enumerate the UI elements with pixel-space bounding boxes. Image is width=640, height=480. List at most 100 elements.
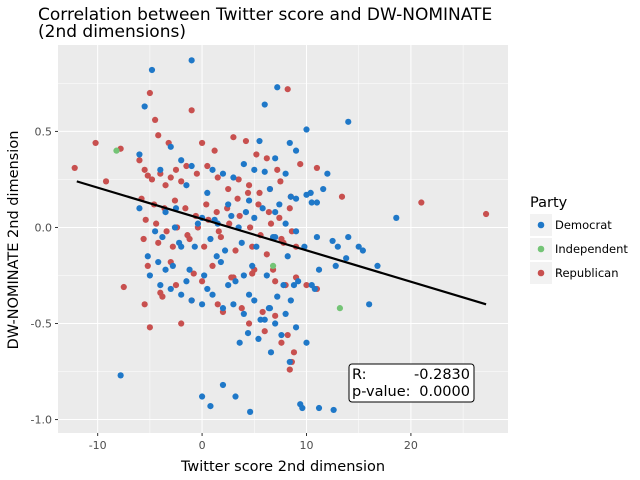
data-point-democrat <box>286 358 293 366</box>
data-point-democrat <box>194 220 202 227</box>
data-point-republican <box>204 162 211 170</box>
data-point-republican <box>186 235 193 243</box>
data-point-republican <box>284 331 291 339</box>
data-point-democrat <box>242 209 250 216</box>
data-point-republican <box>261 328 268 335</box>
data-point-democrat <box>167 285 174 293</box>
data-point-republican <box>151 116 159 124</box>
x-tick-label: 10 <box>299 439 313 452</box>
data-point-democrat <box>263 272 270 279</box>
data-point-democrat <box>162 209 169 216</box>
data-point-democrat <box>169 262 176 269</box>
data-point-republican <box>162 182 169 189</box>
data-point-democrat <box>393 214 400 221</box>
stats-box: R: -0.2830 p-value: 0.0000 <box>348 363 475 403</box>
data-point-republican <box>256 189 263 197</box>
data-point-democrat <box>272 155 279 162</box>
y-axis-label: DW-NOMINATE 2nd dimension <box>6 131 22 350</box>
x-axis-label: Twitter score 2nd dimension <box>180 459 385 475</box>
data-point-democrat <box>355 243 362 250</box>
x-tick-label: 0 <box>199 439 206 452</box>
data-point-republican <box>297 160 304 168</box>
data-point-republican <box>140 235 147 243</box>
y-tick-label: -1.0 <box>31 414 52 427</box>
y-tick-label: 0.0 <box>35 221 53 234</box>
data-point-democrat <box>313 199 321 206</box>
data-point-democrat <box>266 185 274 193</box>
data-point-republican <box>274 166 281 173</box>
data-point-democrat <box>282 310 289 318</box>
data-point-democrat <box>272 320 279 327</box>
data-point-democrat <box>299 404 306 412</box>
data-point-democrat <box>253 243 260 250</box>
data-point-republican <box>92 139 99 147</box>
data-point-democrat <box>320 185 327 193</box>
data-point-democrat <box>259 205 266 212</box>
data-point-republican <box>188 107 195 114</box>
trend-line <box>76 180 487 306</box>
data-point-democrat <box>280 281 287 289</box>
legend-swatch-republican <box>537 269 545 277</box>
data-point-democrat <box>290 281 298 289</box>
data-point-democrat <box>207 235 214 243</box>
data-point-republican <box>142 216 149 223</box>
data-point-democrat <box>307 189 314 197</box>
data-point-democrat <box>191 243 198 250</box>
data-point-republican <box>214 174 221 181</box>
data-point-republican <box>313 164 321 172</box>
data-point-republican <box>245 182 253 189</box>
data-point-democrat <box>324 170 331 177</box>
data-point-republican <box>230 134 237 141</box>
data-point-democrat <box>292 228 300 235</box>
data-point-republican <box>209 262 216 269</box>
data-point-democrat <box>171 224 179 231</box>
data-point-democrat <box>183 278 190 285</box>
data-point-democrat <box>228 212 235 220</box>
data-point-republican <box>167 174 174 181</box>
data-point-democrat <box>219 305 227 312</box>
data-point-democrat <box>221 247 229 254</box>
legend-item-republican: Republican <box>530 262 619 284</box>
x-axis-ticks: -10 0 10 20 <box>89 433 418 452</box>
data-point-democrat <box>276 201 283 208</box>
chart-title-line-2: (2nd dimensions) <box>38 22 186 42</box>
data-point-republican <box>249 270 256 277</box>
data-point-democrat <box>141 103 148 110</box>
data-point-republican <box>213 209 220 216</box>
data-point-republican <box>155 132 162 139</box>
legend-item-democrat: Democrat <box>530 214 612 236</box>
data-point-democrat <box>274 84 281 91</box>
chart-title-line-1: Correlation between Twitter score and DW… <box>38 5 492 25</box>
data-point-republican <box>163 228 170 235</box>
y-axis-ticks: -1.0 -0.5 0.0 0.5 <box>31 125 58 427</box>
data-point-republican <box>182 205 189 212</box>
data-point-republican <box>144 262 151 269</box>
data-point-democrat <box>198 393 206 400</box>
data-point-democrat <box>278 331 285 339</box>
data-point-republican <box>225 185 232 193</box>
data-point-independent <box>336 305 344 312</box>
data-point-democrat <box>245 291 253 298</box>
data-point-republican <box>141 166 148 173</box>
data-point-democrat <box>247 408 254 415</box>
data-point-democrat <box>225 201 232 208</box>
data-point-republican <box>276 214 283 221</box>
data-point-democrat <box>313 233 321 241</box>
data-point-democrat <box>267 349 275 356</box>
data-point-republican <box>146 89 153 97</box>
legend-swatch-democrat <box>537 221 545 229</box>
data-point-republican <box>284 86 291 93</box>
data-point-republican <box>232 247 239 254</box>
data-point-democrat <box>157 166 164 173</box>
data-point-democrat <box>198 301 206 308</box>
x-tick-label: 20 <box>404 439 418 452</box>
data-point-republican <box>217 233 224 241</box>
data-point-republican <box>153 220 160 227</box>
data-point-democrat <box>188 162 195 170</box>
data-point-republican <box>172 281 180 289</box>
data-point-democrat <box>265 305 273 312</box>
data-point-democrat <box>230 301 237 308</box>
data-point-republican <box>146 324 153 331</box>
data-point-democrat <box>282 170 289 177</box>
data-point-democrat <box>374 262 381 269</box>
